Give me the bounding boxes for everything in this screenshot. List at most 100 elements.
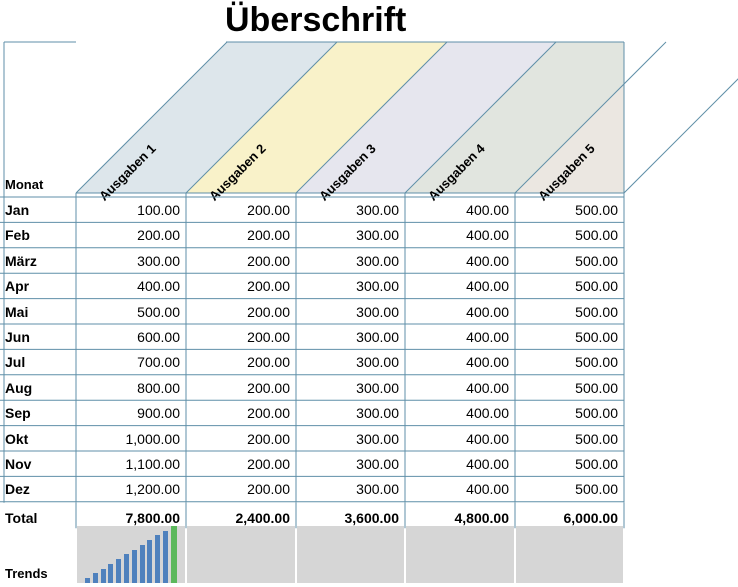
month-cell[interactable]: Nov [5,456,32,472]
value-cell[interactable]: 200.00 [137,227,180,244]
value-cell[interactable]: 300.00 [356,227,399,244]
value-cell[interactable]: 400.00 [466,227,509,244]
value-cell[interactable]: 400.00 [466,456,509,472]
value-cell[interactable]: 400.00 [466,202,509,218]
total-cell[interactable]: 2,400.00 [235,509,291,526]
value-cell[interactable]: 400.00 [466,303,509,320]
value-cell[interactable]: 300.00 [356,278,399,295]
trend-sparkline [406,526,514,583]
total-cell[interactable]: 6,000.00 [563,509,619,526]
trend-sparkline [297,526,404,583]
value-cell[interactable]: 200.00 [247,278,290,295]
value-cell[interactable]: 200.00 [247,430,290,447]
value-cell[interactable]: 500.00 [575,405,618,422]
value-cell[interactable]: 500.00 [575,227,618,244]
value-cell[interactable]: 1,200.00 [125,481,181,498]
value-cell[interactable]: 500.00 [575,481,618,498]
header-band [186,42,447,193]
value-cell[interactable]: 300.00 [137,252,180,269]
total-cell[interactable]: 3,600.00 [344,509,400,526]
month-cell[interactable]: Apr [5,278,30,295]
value-cell[interactable]: 300.00 [356,430,399,447]
value-cell[interactable]: 200.00 [247,354,290,371]
value-cell[interactable]: 500.00 [575,303,618,320]
value-cell[interactable]: 200.00 [247,481,290,498]
value-cell[interactable]: 500.00 [575,278,618,295]
table-row: März 300.00 200.00 300.00 400.00 500.00 [0,249,625,274]
value-cell[interactable]: 600.00 [137,329,180,345]
value-cell[interactable]: 1,000.00 [125,430,181,447]
table-row: Jan 100.00 200.00 300.00 400.00 500.00 [0,198,625,223]
value-cell[interactable]: 700.00 [137,354,180,371]
value-cell[interactable]: 800.00 [137,379,180,396]
value-cell[interactable]: 400.00 [466,252,509,269]
value-cell[interactable]: 500.00 [137,303,180,320]
value-cell[interactable]: 200.00 [247,252,290,269]
value-cell[interactable]: 400.00 [466,278,509,295]
total-cell[interactable]: 7,800.00 [125,509,181,526]
value-cell[interactable]: 400.00 [137,278,180,295]
value-cell[interactable]: 500.00 [575,456,618,472]
slanted-header [3,41,738,194]
value-cell[interactable]: 500.00 [575,329,618,345]
value-cell[interactable]: 200.00 [247,405,290,422]
value-cell[interactable]: 300.00 [356,202,399,218]
header-band [76,42,337,193]
month-cell[interactable]: Jan [5,202,30,218]
sheet-title: Überschrift [225,1,407,39]
value-cell[interactable]: 500.00 [575,252,618,269]
value-cell[interactable]: 400.00 [466,379,509,396]
value-cell[interactable]: 200.00 [247,379,290,396]
month-cell[interactable]: Jul [5,354,26,371]
total-cell[interactable]: 4,800.00 [454,509,510,526]
month-column-header: Monat [5,177,44,192]
month-cell[interactable]: Jun [5,329,30,345]
trend-sparkline [516,526,623,583]
trend-bar [131,550,137,583]
trend-sparkline [187,526,295,583]
trend-sparkline [77,526,185,583]
table-row: Apr 400.00 200.00 300.00 400.00 500.00 [0,274,625,299]
month-cell[interactable]: Feb [5,227,30,244]
value-cell[interactable]: 300.00 [356,329,399,345]
month-cell[interactable]: Sep [5,405,31,422]
value-cell[interactable]: 900.00 [137,405,180,422]
header-band [296,42,556,193]
value-cell[interactable]: 200.00 [247,202,290,218]
trend-bar [147,540,153,583]
value-cell[interactable]: 400.00 [466,405,509,422]
value-cell[interactable]: 300.00 [356,456,399,472]
value-cell[interactable]: 500.00 [575,379,618,396]
value-cell[interactable]: 200.00 [247,303,290,320]
value-cell[interactable]: 300.00 [356,354,399,371]
value-cell[interactable]: 400.00 [466,481,509,498]
value-cell[interactable]: 300.00 [356,303,399,320]
trend-bar [100,569,106,583]
total-label[interactable]: Total [5,509,38,526]
value-cell[interactable]: 500.00 [575,430,618,447]
value-cell[interactable]: 100.00 [137,202,180,218]
value-cell[interactable]: 200.00 [247,227,290,244]
month-cell[interactable]: Aug [5,379,33,396]
value-cell[interactable]: 200.00 [247,329,290,345]
table-row: Sep 900.00 200.00 300.00 400.00 500.00 [0,401,625,426]
value-cell[interactable]: 1,100.00 [125,456,181,472]
month-cell[interactable]: Okt [5,430,29,447]
value-cell[interactable]: 400.00 [466,430,509,447]
table-row: Jun 600.00 200.00 300.00 400.00 500.00 [0,325,625,350]
value-cell[interactable]: 500.00 [575,354,618,371]
value-cell[interactable]: 400.00 [466,329,509,345]
month-cell[interactable]: Mai [5,303,29,320]
month-cell[interactable]: März [5,252,37,269]
value-cell[interactable]: 500.00 [575,202,618,218]
value-cell[interactable]: 200.00 [247,456,290,472]
value-cell[interactable]: 300.00 [356,252,399,269]
trends-label: Trends [5,566,48,581]
value-cell[interactable]: 400.00 [466,354,509,371]
trend-bar [92,573,98,583]
table-row: Okt 1,000.00 200.00 300.00 400.00 500.00 [0,427,625,452]
value-cell[interactable]: 300.00 [356,481,399,498]
value-cell[interactable]: 300.00 [356,405,399,422]
month-cell[interactable]: Dez [5,481,30,498]
value-cell[interactable]: 300.00 [356,379,399,396]
